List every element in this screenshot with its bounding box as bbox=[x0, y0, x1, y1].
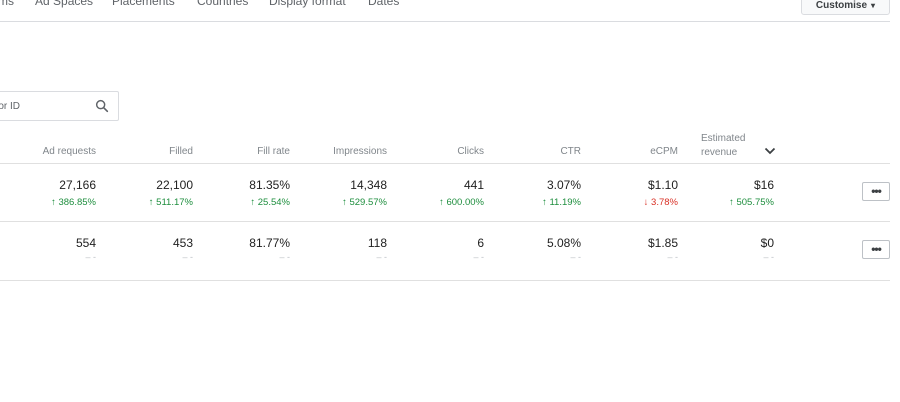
cell-ctr-change: ↑ 11.19% bbox=[542, 197, 581, 208]
column-header-ad-requests[interactable]: Ad requests bbox=[42, 146, 96, 157]
tab-items[interactable]: ms bbox=[0, 0, 14, 8]
cell-ecpm-change: ↓ 3.78% bbox=[643, 197, 678, 208]
cell-ctr-change: – ‑ bbox=[570, 252, 581, 262]
search-input[interactable] bbox=[0, 92, 91, 120]
column-header-estimated-revenue-line2: revenue bbox=[701, 147, 738, 158]
cell-filled: 453 bbox=[172, 236, 193, 250]
column-header-clicks[interactable]: Clicks bbox=[457, 146, 484, 157]
row-more-button[interactable]: ••• bbox=[862, 182, 890, 201]
cell-revenue-change: – ‑ bbox=[763, 252, 774, 262]
cell-ecpm: $1.85 bbox=[647, 236, 678, 250]
cell-ad-requests-change: – ‑ bbox=[85, 252, 96, 262]
column-header-ecpm[interactable]: eCPM bbox=[650, 146, 678, 157]
cell-ad-requests: 554 bbox=[75, 236, 96, 250]
tab-bar: ms Ad Spaces Placements Countries Displa… bbox=[0, 0, 890, 22]
cell-impressions: 14,348 bbox=[350, 178, 387, 192]
customise-button-label: Customise bbox=[815, 0, 868, 11]
search-icon[interactable] bbox=[94, 98, 110, 114]
cell-fill-rate: 81.77% bbox=[249, 236, 290, 250]
row-more-button[interactable]: ••• bbox=[862, 240, 890, 259]
column-header-estimated-revenue-line1: Estimated bbox=[701, 133, 746, 144]
cell-fill-rate-change: ↑ 25.54% bbox=[250, 197, 290, 208]
cell-ecpm: $1.10 bbox=[647, 178, 678, 192]
row-divider bbox=[0, 221, 890, 222]
tab-display-format[interactable]: Display format bbox=[269, 0, 346, 8]
tab-dates[interactable]: Dates bbox=[368, 0, 400, 8]
column-header-ctr[interactable]: CTR bbox=[560, 146, 581, 157]
customise-button[interactable]: Customise ▾ bbox=[801, 0, 890, 15]
search-box[interactable] bbox=[0, 91, 119, 121]
cell-clicks-change: – ‑ bbox=[473, 252, 484, 262]
cell-impressions: 118 bbox=[367, 236, 387, 250]
cell-ecpm-change: – ‑ bbox=[667, 252, 678, 262]
cell-filled-change: ↑ 511.17% bbox=[148, 197, 193, 208]
cell-ctr: 5.08% bbox=[546, 236, 581, 250]
column-header-fill-rate[interactable]: Fill rate bbox=[257, 146, 290, 157]
cell-clicks-change: ↑ 600.00% bbox=[439, 197, 484, 208]
caret-down-icon: ▾ bbox=[871, 1, 876, 10]
cell-revenue: $16 bbox=[753, 178, 774, 192]
cell-fill-rate-change: – ‑ bbox=[279, 252, 290, 262]
cell-impressions-change: – ‑ bbox=[376, 252, 387, 262]
chevron-down-icon[interactable] bbox=[764, 147, 776, 155]
cell-clicks: 441 bbox=[463, 178, 484, 192]
cell-filled-change: – ‑ bbox=[182, 252, 193, 262]
tab-placements[interactable]: Placements bbox=[112, 0, 175, 8]
cell-revenue: $0 bbox=[760, 236, 774, 250]
cell-clicks: 6 bbox=[477, 236, 484, 250]
cell-ad-requests-change: ↑ 386.85% bbox=[51, 197, 96, 208]
column-header-filled[interactable]: Filled bbox=[169, 146, 193, 157]
cell-revenue-change: ↑ 505.75% bbox=[729, 197, 774, 208]
cell-fill-rate: 81.35% bbox=[249, 178, 290, 192]
tab-ad-spaces[interactable]: Ad Spaces bbox=[35, 0, 94, 8]
column-header-estimated-revenue[interactable]: Estimated revenue bbox=[701, 132, 745, 160]
cell-filled: 22,100 bbox=[156, 178, 193, 192]
cell-ad-requests: 27,166 bbox=[59, 178, 96, 192]
table-bottom-divider bbox=[0, 280, 890, 281]
cell-ctr: 3.07% bbox=[546, 178, 581, 192]
tab-countries[interactable]: Countries bbox=[197, 0, 249, 8]
header-divider bbox=[0, 163, 890, 164]
cell-impressions-change: ↑ 529.57% bbox=[342, 197, 387, 208]
column-header-impressions[interactable]: Impressions bbox=[333, 146, 387, 157]
